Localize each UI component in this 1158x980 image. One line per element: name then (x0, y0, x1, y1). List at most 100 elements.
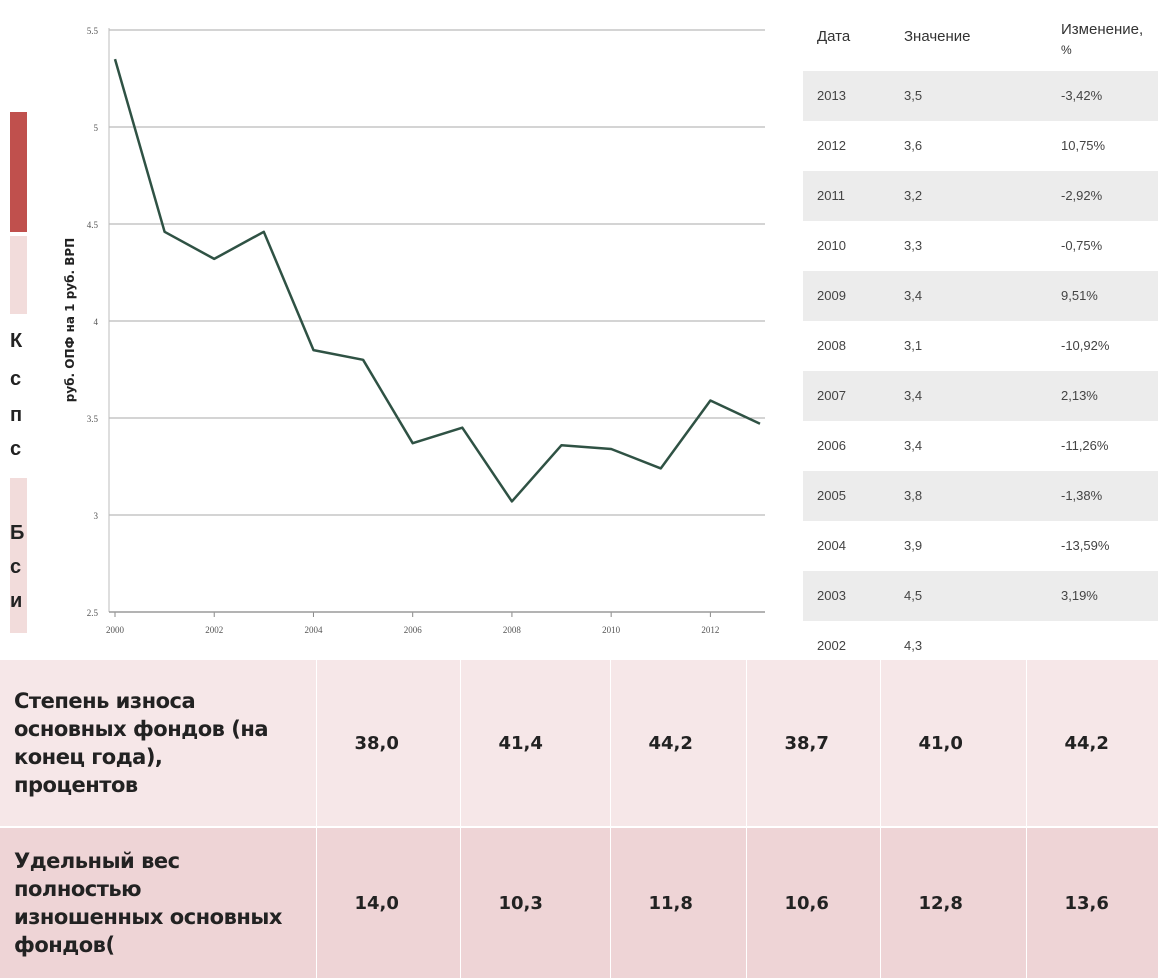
y-tick-label: 4 (94, 317, 99, 327)
y-axis-ticks: 2.5 3 3.5 4 4.5 5 5.5 (87, 26, 99, 618)
table-row: 2010 3,3 -0,75% (803, 221, 1158, 271)
cell-value: 3,5 (904, 88, 923, 103)
cell-date: 2007 (817, 388, 846, 403)
edge-letter: К (10, 330, 23, 352)
cell-value: 3,2 (904, 188, 923, 203)
table-row: 2008 3,1 -10,92% (803, 321, 1158, 371)
table-row: 2009 3,4 9,51% (803, 271, 1158, 321)
table-row: 2005 3,8 -1,38% (803, 471, 1158, 521)
y-tick-label: 3.5 (87, 414, 99, 424)
values-table: Дата Значение Изменение, % 2013 3,5 -3,42%… (803, 15, 1158, 659)
y-tick-label: 5 (94, 123, 99, 133)
label-line: Степень износа (14, 689, 196, 713)
cell-change: -0,75% (1061, 238, 1103, 253)
accent-strip (10, 112, 32, 232)
x-tick-label: 2010 (602, 625, 621, 635)
x-tick-label: 2006 (404, 625, 423, 635)
pink-strip (10, 236, 32, 314)
edge-letter: п (10, 404, 23, 426)
label-line: изношенных основных (14, 905, 282, 929)
label-line: конец года), (14, 745, 163, 769)
value-cell: 12,8 (880, 827, 1027, 980)
table-row: Удельный вес полностью изношенных основн… (0, 827, 1158, 980)
value-cell: 44,2 (610, 660, 747, 828)
label-line: основных фондов (на (14, 717, 268, 741)
y-tick-label: 4.5 (87, 220, 99, 230)
value-cell: 38,0 (316, 660, 461, 828)
cell-value: 3,9 (904, 538, 923, 553)
table-row: 2007 3,4 2,13% (803, 371, 1158, 421)
cell-change: -2,92% (1061, 188, 1103, 203)
header-value: Значение (904, 28, 971, 45)
cell-value: 3,8 (904, 488, 923, 503)
table-row: 2006 3,4 -11,26% (803, 421, 1158, 471)
line-chart: 2.5 3 3.5 4 4.5 5 5.5 2000 2002 2004 2006 2008 2010… (27, 14, 800, 660)
pink-strip (10, 478, 32, 633)
cell-value: 3,3 (904, 238, 923, 253)
header-change-unit: % (1061, 43, 1072, 57)
table-row: 2013 3,5 -3,42% (803, 71, 1158, 121)
cell-change: 9,51% (1061, 288, 1098, 303)
cell-date: 2008 (817, 338, 846, 353)
cell-value: 4,5 (904, 588, 923, 603)
value-cell: 38,7 (746, 660, 881, 828)
header-date: Дата (817, 28, 851, 45)
x-tick-label: 2000 (106, 625, 125, 635)
cell-value: 3,6 (904, 138, 923, 153)
table-row: 2002 4,3 (803, 621, 1158, 659)
cell-change: -13,59% (1061, 538, 1110, 553)
indicators-table: Степень износа основных фондов (на конец… (0, 660, 1158, 980)
value-cell: 41,4 (460, 660, 611, 828)
edge-letter: и (10, 590, 23, 612)
cell-date: 2012 (817, 138, 846, 153)
cell-change: -10,92% (1061, 338, 1110, 353)
label-line: процентов (14, 773, 138, 797)
value-cell: 14,0 (316, 827, 461, 980)
table-row: 2012 3,6 10,75% (803, 121, 1158, 171)
x-tick-label: 2008 (503, 625, 522, 635)
cell-value: 3,4 (904, 388, 923, 403)
values-table-header: Дата Значение Изменение, % (803, 15, 1158, 71)
cell-value: 3,1 (904, 338, 923, 353)
label-line: полностью (14, 877, 142, 901)
cell-date: 2002 (817, 638, 846, 653)
cell-value: 3,4 (904, 288, 923, 303)
series-line (113, 58, 761, 503)
cell-date: 2006 (817, 438, 846, 453)
row-label: Удельный вес полностью изношенных основн… (0, 827, 317, 980)
table-row: Степень износа основных фондов (на конец… (0, 660, 1158, 828)
cell-change: -11,26% (1061, 438, 1109, 453)
cell-date: 2013 (817, 88, 846, 103)
cell-date: 2004 (817, 538, 846, 553)
cell-value: 3,4 (904, 438, 923, 453)
x-tick-label: 2002 (205, 625, 223, 635)
value-cell: 41,0 (880, 660, 1027, 828)
cell-change: 10,75% (1061, 138, 1106, 153)
value-cell: 10,6 (746, 827, 881, 980)
value-cell: 13,6 (1026, 827, 1158, 980)
x-tick-label: 2004 (304, 625, 323, 635)
cell-date: 2011 (817, 188, 845, 203)
label-line: Удельный вес (14, 849, 180, 873)
label-line: фондов( (14, 933, 115, 957)
edge-letter: с (10, 438, 22, 460)
table-row: 2004 3,9 -13,59% (803, 521, 1158, 571)
y-axis-label: руб. ОПФ на 1 руб. ВРП (63, 238, 77, 402)
cell-change: 3,19% (1061, 588, 1098, 603)
row-label: Степень износа основных фондов (на конец… (0, 660, 317, 828)
cell-change: 2,13% (1061, 388, 1098, 403)
y-tick-label: 5.5 (87, 26, 99, 36)
table-row: 2011 3,2 -2,92% (803, 171, 1158, 221)
header-change: Изменение, (1061, 21, 1144, 38)
cell-date: 2009 (817, 288, 846, 303)
cell-value: 4,3 (904, 638, 923, 653)
x-axis-ticks: 2000 2002 2004 2006 2008 2010 2012 (106, 612, 719, 635)
value-cell: 10,3 (460, 827, 611, 980)
cell-date: 2005 (817, 488, 846, 503)
x-tick-label: 2012 (701, 625, 719, 635)
value-cell: 44,2 (1026, 660, 1158, 828)
edge-letter: с (10, 556, 22, 578)
cell-date: 2010 (817, 238, 846, 253)
cell-date: 2003 (817, 588, 846, 603)
cell-change: -3,42% (1061, 88, 1103, 103)
